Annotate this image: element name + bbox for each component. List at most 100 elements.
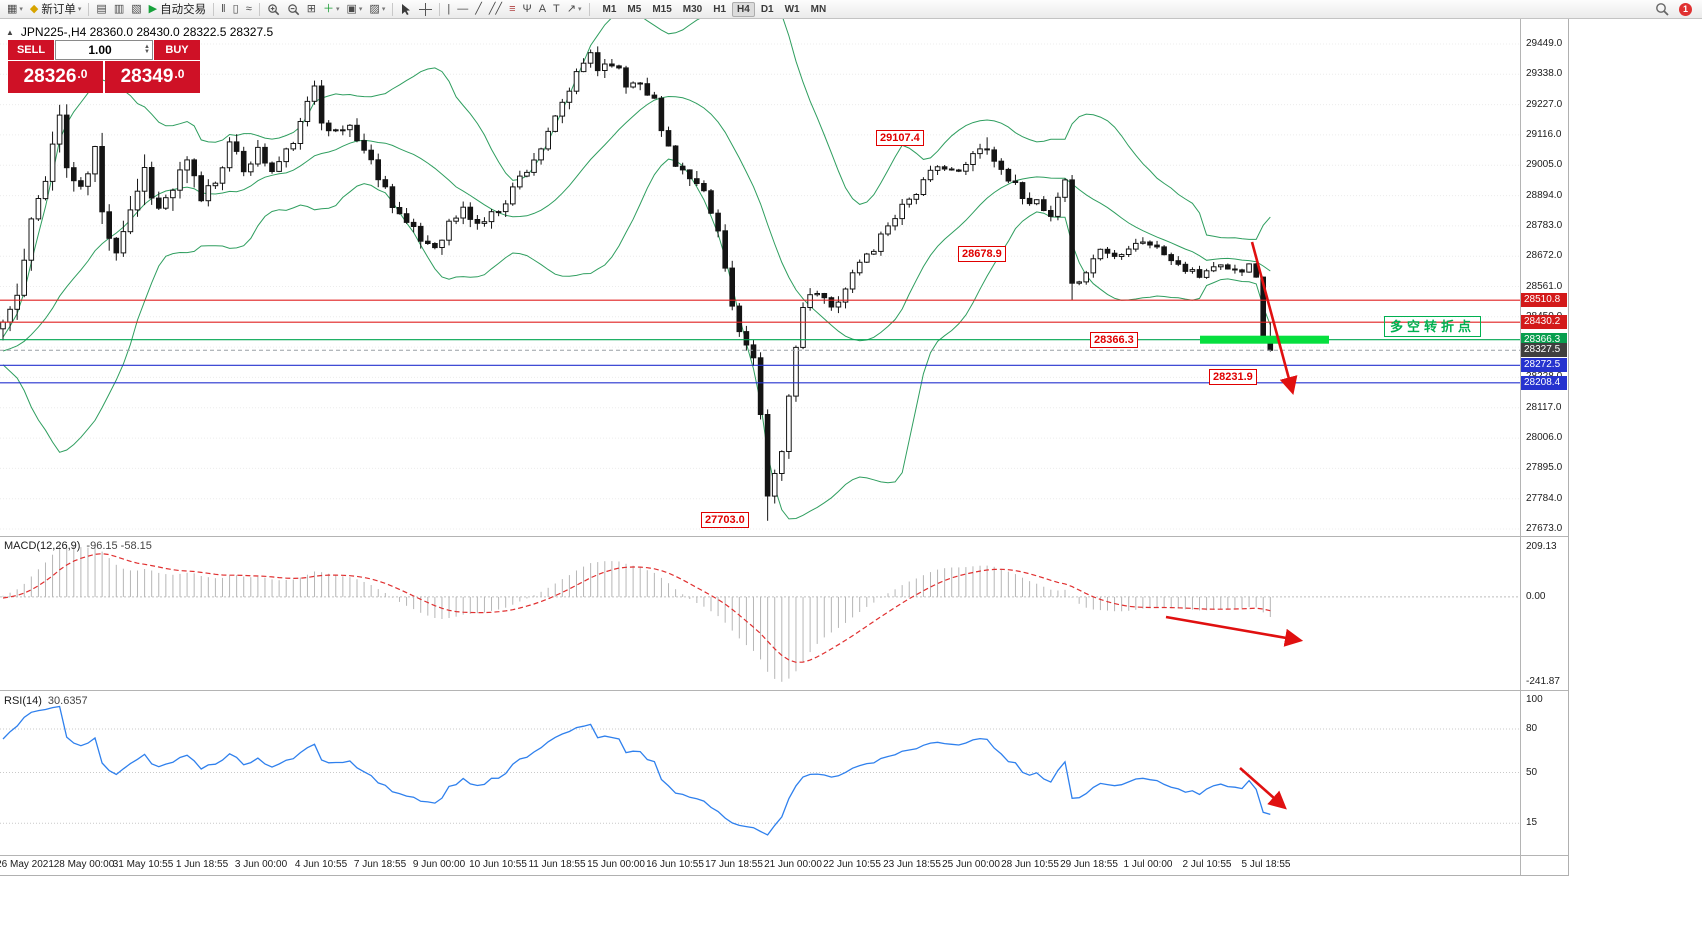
- price-axis-tick: 27673.0: [1526, 523, 1563, 534]
- panel-collapse-icon[interactable]: ▲: [6, 27, 14, 37]
- time-axis-label: 5 Jul 18:55: [1241, 859, 1291, 870]
- horizontal-line-button[interactable]: —: [454, 1, 471, 18]
- templates-icon: ▨: [369, 2, 380, 15]
- arrows-button[interactable]: ↗ ▾: [564, 1, 585, 18]
- zoom-in-button[interactable]: [264, 1, 283, 18]
- time-axis[interactable]: 26 May 2021 28 May 00:00 31 May 10:55 1 Jun…: [0, 856, 1520, 875]
- cursor-button[interactable]: [397, 1, 415, 18]
- price-chart-canvas[interactable]: [0, 19, 1520, 536]
- indicators-button[interactable]: ＋ ▾: [320, 1, 343, 18]
- time-axis-label: 28 May 00:00: [53, 859, 115, 870]
- data-window-button[interactable]: ▥: [111, 1, 127, 18]
- timeframe-m15-button[interactable]: M15: [652, 3, 672, 15]
- buy-price-button[interactable]: 28349.0: [105, 61, 200, 93]
- sell-price-button[interactable]: 28326.0: [8, 61, 103, 93]
- price-axis-tick: 29116.0: [1526, 129, 1562, 140]
- time-axis-label: 22 Jun 10:55: [823, 859, 881, 870]
- vertical-line-button[interactable]: |: [444, 1, 453, 18]
- turning-point-annotation[interactable]: 多空转折点: [1384, 316, 1482, 337]
- periods-button[interactable]: ▣ ▾: [343, 1, 365, 18]
- timeframe-mn-button[interactable]: MN: [810, 3, 827, 15]
- market-watch-button[interactable]: ▤: [93, 1, 109, 18]
- volume-stepper[interactable]: ▲ ▼: [144, 44, 152, 55]
- text-button[interactable]: A: [536, 1, 549, 18]
- time-axis-label: 11 Jun 18:55: [528, 859, 586, 870]
- panel-separator[interactable]: [0, 855, 1568, 856]
- equidistant-channel-button[interactable]: ╱╱: [486, 1, 505, 18]
- time-axis-label: 16 Jun 10:55: [646, 859, 704, 870]
- macd-axis-tick: 209.13: [1526, 541, 1557, 552]
- timeframe-m5-button[interactable]: M5: [627, 3, 642, 15]
- price-callout-label[interactable]: 28231.9: [1209, 369, 1257, 385]
- toolbar-separator: [439, 2, 441, 16]
- dropdown-arrow-icon[interactable]: ▾: [381, 6, 386, 13]
- timeframe-m1-button[interactable]: M1: [602, 3, 617, 15]
- search-button[interactable]: [1652, 1, 1672, 18]
- volume-input[interactable]: [56, 43, 145, 57]
- tile-windows-button[interactable]: ⊞: [304, 1, 319, 18]
- time-axis-label: 26 May 2021: [0, 859, 54, 870]
- one-click-trade-panel: SELL ▲▼ BUY 28326.0 28349.0: [8, 40, 200, 93]
- bar-chart-icon: ‖: [221, 2, 226, 15]
- price-axis-tick: 28783.0: [1526, 220, 1563, 231]
- timeframe-h1-button[interactable]: H1: [713, 3, 727, 15]
- new-chart-button[interactable]: ▦ ▾: [4, 1, 26, 18]
- templates-button[interactable]: ▨ ▾: [366, 1, 388, 18]
- price-axis-tick: 27895.0: [1526, 462, 1563, 473]
- timeframe-w1-button[interactable]: W1: [784, 3, 800, 15]
- support-highlight-bar[interactable]: [1200, 335, 1329, 344]
- data-window-icon: ▥: [113, 2, 125, 15]
- price-callout-label[interactable]: 29107.4: [876, 130, 924, 146]
- dropdown-arrow-icon[interactable]: ▾: [577, 6, 582, 13]
- price-callout-label[interactable]: 28366.3: [1090, 332, 1138, 348]
- zoom-out-button[interactable]: [284, 1, 303, 18]
- candle-chart-button[interactable]: ▯: [230, 1, 242, 18]
- macd-signal-line: [2, 553, 1271, 663]
- rsi-indicator-canvas[interactable]: [0, 691, 1520, 854]
- price-callout-label[interactable]: 27703.0: [701, 512, 749, 528]
- autotrading-button[interactable]: ▶ 自动交易: [146, 1, 209, 18]
- time-axis-label: 23 Jun 18:55: [883, 859, 941, 870]
- dropdown-arrow-icon[interactable]: ▾: [19, 6, 23, 13]
- line-chart-button[interactable]: ≈: [243, 1, 255, 18]
- rsi-axis-tick: 50: [1526, 767, 1538, 778]
- trendline-button[interactable]: ╱: [472, 1, 485, 18]
- price-axis-tick: 28006.0: [1526, 432, 1563, 443]
- price-axis-divider: [1520, 19, 1521, 875]
- new-order-icon: ◆: [29, 2, 39, 15]
- price-callout-label[interactable]: 28678.9: [958, 246, 1006, 262]
- volume-down-icon[interactable]: ▼: [144, 49, 150, 55]
- dropdown-arrow-icon[interactable]: ▾: [77, 6, 82, 13]
- time-axis-label: 17 Jun 18:55: [705, 859, 763, 870]
- arrows-icon: ↗: [566, 2, 576, 15]
- trendline-icon: ╱: [475, 2, 482, 15]
- macd-indicator-canvas[interactable]: [0, 537, 1520, 690]
- price-axis-tick: 29449.0: [1526, 38, 1563, 49]
- andrews-pitchfork-button[interactable]: Ψ: [519, 1, 534, 18]
- panel-separator[interactable]: [0, 690, 1568, 691]
- vertical-line-icon: |: [447, 2, 451, 15]
- timeframe-d1-button[interactable]: D1: [760, 3, 774, 15]
- equidistant-channel-icon: ╱╱: [488, 2, 503, 15]
- buy-button[interactable]: BUY: [154, 40, 200, 60]
- timeframe-m30-button[interactable]: M30: [682, 3, 703, 15]
- fibonacci-button[interactable]: ≡: [506, 1, 518, 18]
- timeframe-h4-button[interactable]: H4: [732, 1, 755, 17]
- bar-chart-button[interactable]: ‖: [218, 1, 229, 18]
- crosshair-button[interactable]: [416, 1, 435, 18]
- dropdown-arrow-icon[interactable]: ▾: [335, 6, 340, 13]
- rsi-axis-tick: 100: [1526, 694, 1543, 705]
- price-axis[interactable]: 29449.0 29338.0 29227.0 29116.0 29005.0 28894…: [1521, 19, 1568, 875]
- panel-separator[interactable]: [0, 536, 1568, 537]
- text-label-button[interactable]: T: [550, 1, 563, 18]
- sell-button[interactable]: SELL: [8, 40, 54, 60]
- notifications-badge[interactable]: 1: [1679, 2, 1692, 16]
- dropdown-arrow-icon[interactable]: ▾: [358, 6, 363, 13]
- time-axis-label: 15 Jun 00:00: [587, 859, 645, 870]
- volume-up-icon[interactable]: ▲: [144, 44, 150, 50]
- time-axis-label: 31 May 10:55: [112, 859, 174, 870]
- search-icon: [1655, 2, 1669, 16]
- terminal-button[interactable]: ▧: [128, 1, 144, 18]
- new-order-button[interactable]: ◆ 新订单 ▾: [27, 1, 84, 18]
